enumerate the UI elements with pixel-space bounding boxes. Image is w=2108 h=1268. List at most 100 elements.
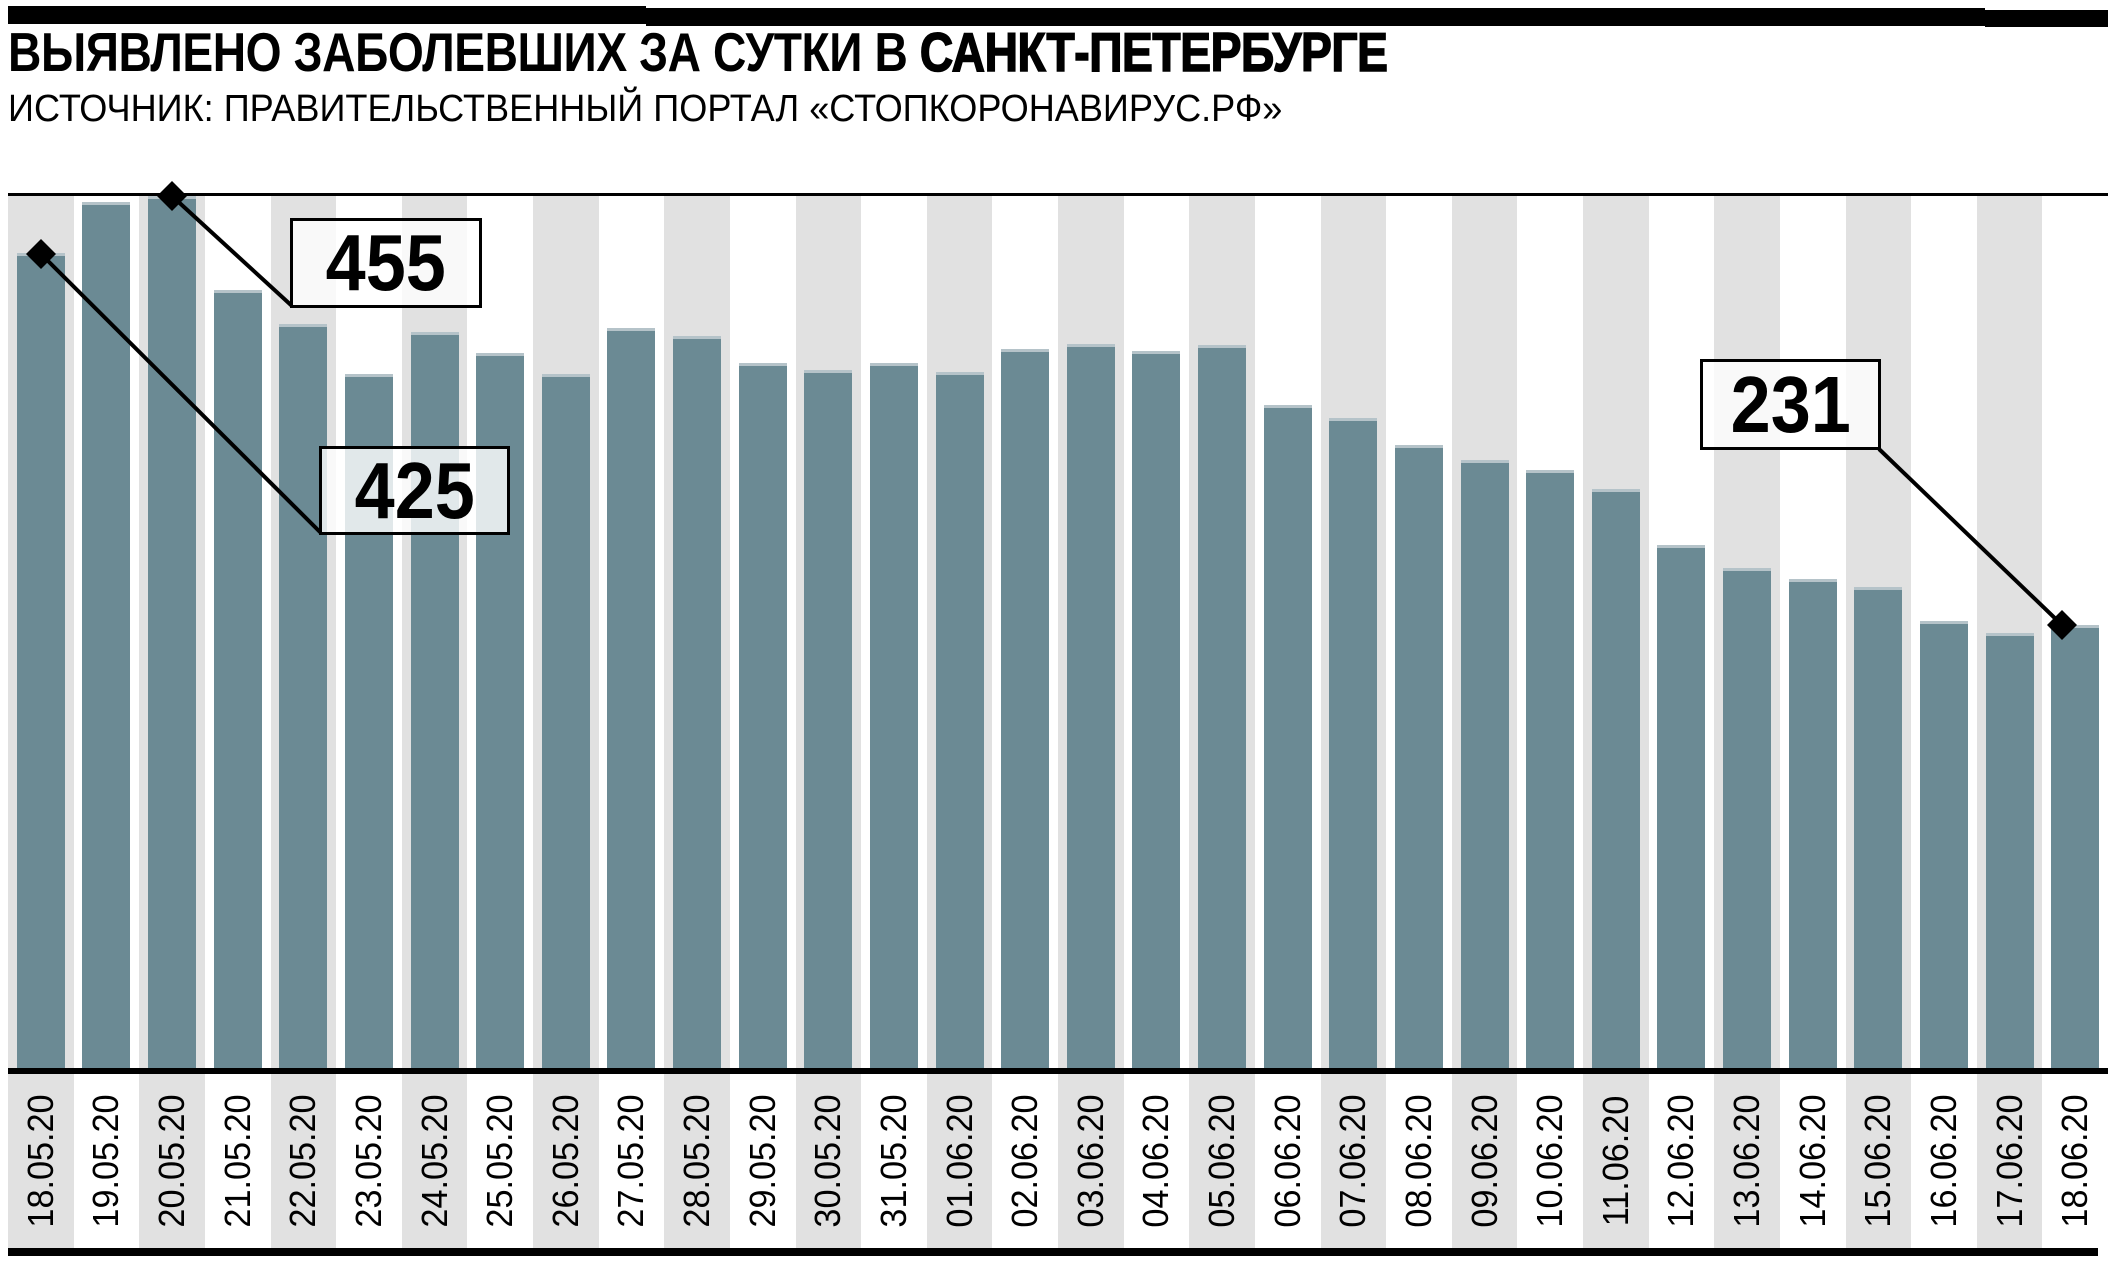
bar-02.06.20 xyxy=(1001,349,1050,1068)
x-tick-label: 18.05.20 xyxy=(19,1094,61,1228)
callout-value-455: 455 xyxy=(325,218,447,307)
label-band-18.06.20: 18.06.20 xyxy=(2042,1074,2108,1248)
chart-column-09.06.20 xyxy=(1451,196,1518,1068)
label-band-21.05.20: 21.05.20 xyxy=(204,1074,271,1248)
chart-bottom-rule xyxy=(8,1248,2098,1256)
label-band-10.06.20: 10.06.20 xyxy=(1517,1074,1583,1248)
chart-column-03.06.20 xyxy=(1058,196,1124,1068)
chart-column-25.05.20 xyxy=(467,196,533,1068)
label-band-30.05.20: 30.05.20 xyxy=(795,1074,862,1248)
label-band-06.06.20: 06.06.20 xyxy=(1254,1074,1321,1248)
label-band-12.06.20: 12.06.20 xyxy=(1648,1074,1715,1248)
bar-21.05.20 xyxy=(213,290,262,1068)
chart-column-13.06.20 xyxy=(1714,196,1780,1068)
x-tick-label: 01.06.20 xyxy=(938,1094,980,1228)
chart-top-axis-line xyxy=(8,193,2108,196)
callout-box-425: 425 xyxy=(319,446,510,535)
x-tick-label: 03.06.20 xyxy=(1069,1094,1111,1228)
label-band-27.05.20: 27.05.20 xyxy=(598,1074,665,1248)
header-rule-middle xyxy=(646,8,1985,26)
label-band-18.05.20: 18.05.20 xyxy=(8,1074,74,1248)
x-tick-label: 20.05.20 xyxy=(151,1094,193,1228)
bar-09.06.20 xyxy=(1460,460,1509,1068)
label-band-22.05.20: 22.05.20 xyxy=(270,1074,337,1248)
label-band-15.06.20: 15.06.20 xyxy=(1845,1074,1912,1248)
label-band-07.06.20: 07.06.20 xyxy=(1320,1074,1387,1248)
chart-column-18.05.20 xyxy=(8,196,74,1068)
bar-05.06.20 xyxy=(1198,345,1247,1068)
label-band-29.05.20: 29.05.20 xyxy=(729,1074,796,1248)
x-tick-label: 08.06.20 xyxy=(1397,1094,1439,1228)
x-tick-label: 10.06.20 xyxy=(1529,1094,1571,1228)
label-band-23.05.20: 23.05.20 xyxy=(336,1074,402,1248)
x-tick-label: 13.06.20 xyxy=(1726,1094,1768,1228)
x-tick-label: 05.06.20 xyxy=(1201,1094,1243,1228)
chart-column-16.06.20 xyxy=(1911,196,1977,1068)
chart-column-11.06.20 xyxy=(1583,196,1649,1068)
label-band-13.06.20: 13.06.20 xyxy=(1714,1074,1780,1248)
callout-value-231: 231 xyxy=(1730,359,1851,449)
chart-column-23.05.20 xyxy=(336,196,402,1068)
chart-column-21.05.20 xyxy=(204,196,271,1068)
x-tick-label: 12.06.20 xyxy=(1660,1094,1702,1228)
title-text: ВЫЯВЛЕНО ЗАБОЛЕВШИХ ЗА СУТКИ В xyxy=(8,21,920,83)
bar-04.06.20 xyxy=(1132,351,1181,1068)
bar-13.06.20 xyxy=(1723,568,1772,1068)
chart-column-26.05.20 xyxy=(533,196,599,1068)
x-tick-label: 28.05.20 xyxy=(676,1094,718,1228)
bar-08.06.20 xyxy=(1394,445,1443,1068)
callout-box-455: 455 xyxy=(290,218,482,308)
x-tick-label: 24.05.20 xyxy=(413,1094,455,1228)
chart-column-12.06.20 xyxy=(1648,196,1715,1068)
chart-column-24.05.20 xyxy=(401,196,468,1068)
label-band-03.06.20: 03.06.20 xyxy=(1058,1074,1124,1248)
chart-column-01.06.20 xyxy=(926,196,993,1068)
label-band-11.06.20: 11.06.20 xyxy=(1583,1074,1649,1248)
bar-11.06.20 xyxy=(1591,489,1640,1068)
header-rule-right xyxy=(1985,10,2108,27)
x-tick-label: 17.06.20 xyxy=(1988,1094,2030,1228)
header-rule-left xyxy=(8,6,646,24)
chart-column-17.06.20 xyxy=(1976,196,2043,1068)
x-tick-label: 14.06.20 xyxy=(1791,1094,1833,1228)
chart-column-31.05.20 xyxy=(861,196,927,1068)
label-band-17.06.20: 17.06.20 xyxy=(1976,1074,2043,1248)
bar-26.05.20 xyxy=(541,374,590,1068)
chart-column-22.05.20 xyxy=(270,196,337,1068)
bar-29.05.20 xyxy=(738,363,787,1068)
bar-16.06.20 xyxy=(1919,621,1968,1068)
x-tick-label: 16.06.20 xyxy=(1922,1094,1964,1228)
chart-column-14.06.20 xyxy=(1779,196,1846,1068)
label-band-19.05.20: 19.05.20 xyxy=(73,1074,140,1248)
x-tick-label: 22.05.20 xyxy=(282,1094,324,1228)
label-band-09.06.20: 09.06.20 xyxy=(1451,1074,1518,1248)
chart-column-29.05.20 xyxy=(729,196,796,1068)
x-tick-label: 21.05.20 xyxy=(216,1094,258,1228)
x-tick-label: 06.06.20 xyxy=(1266,1094,1308,1228)
bar-chart-plot-area xyxy=(8,196,2108,1068)
x-tick-label: 23.05.20 xyxy=(347,1094,389,1228)
x-tick-label: 07.06.20 xyxy=(1332,1094,1374,1228)
bar-12.06.20 xyxy=(1657,545,1706,1068)
chart-column-08.06.20 xyxy=(1386,196,1452,1068)
bar-22.05.20 xyxy=(279,324,328,1068)
x-tick-label: 25.05.20 xyxy=(479,1094,521,1228)
callout-value-425: 425 xyxy=(354,445,475,535)
label-band-31.05.20: 31.05.20 xyxy=(861,1074,927,1248)
bar-17.06.20 xyxy=(1985,633,2034,1068)
x-tick-label: 30.05.20 xyxy=(807,1094,849,1228)
label-band-16.06.20: 16.06.20 xyxy=(1911,1074,1977,1248)
chart-column-30.05.20 xyxy=(795,196,862,1068)
chart-column-27.05.20 xyxy=(598,196,665,1068)
bar-14.06.20 xyxy=(1788,579,1837,1068)
label-band-02.06.20: 02.06.20 xyxy=(992,1074,1058,1248)
bar-06.06.20 xyxy=(1263,405,1312,1068)
label-band-04.06.20: 04.06.20 xyxy=(1123,1074,1190,1248)
bar-20.05.20 xyxy=(148,196,197,1068)
chart-column-06.06.20 xyxy=(1254,196,1321,1068)
chart-column-20.05.20 xyxy=(139,196,205,1068)
bar-03.06.20 xyxy=(1066,344,1115,1068)
bar-27.05.20 xyxy=(607,328,656,1068)
label-band-01.06.20: 01.06.20 xyxy=(926,1074,993,1248)
